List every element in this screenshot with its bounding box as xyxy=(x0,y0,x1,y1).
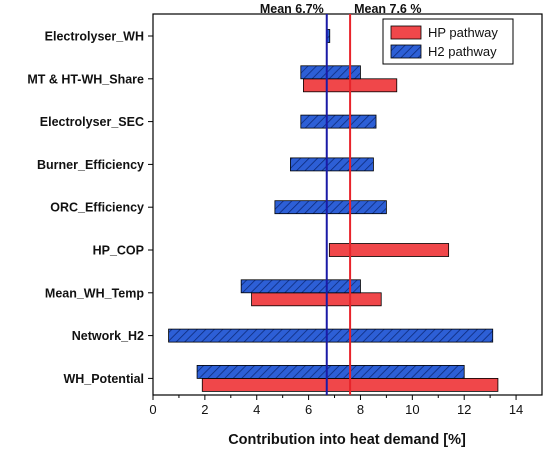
legend-label-hp: HP pathway xyxy=(428,25,498,40)
h2-bar xyxy=(168,328,494,343)
hp-bar xyxy=(251,292,382,307)
legend-swatch-h2 xyxy=(390,44,422,59)
category-label: WH_Potential xyxy=(63,372,144,386)
h2-bar xyxy=(300,114,377,129)
category-tick-group xyxy=(148,35,153,379)
legend-label-h2: H2 pathway xyxy=(428,44,497,59)
legend: HP pathway H2 pathway xyxy=(382,18,514,65)
x-axis-title: Contribution into heat demand [%] xyxy=(228,432,466,448)
x-tick-label: 0 xyxy=(149,402,156,417)
x-tick-label: 4 xyxy=(253,402,260,417)
category-label-group: Electrolyser_WH MT & HT-WH_Share Electroly… xyxy=(27,30,144,386)
hp-bar xyxy=(328,243,450,257)
legend-swatch-hp xyxy=(390,25,422,40)
mean-label: Mean 6.7% xyxy=(260,2,324,16)
plot-frame xyxy=(152,13,543,396)
category-label: ORC_Efficiency xyxy=(50,201,144,215)
h2-bar xyxy=(300,65,361,80)
x-tick-label: 2 xyxy=(201,402,208,417)
h2-bar xyxy=(274,200,387,215)
x-tick-label: 14 xyxy=(509,402,523,417)
mean-label: Mean 7.6 % xyxy=(354,2,421,16)
h2-bar xyxy=(196,364,465,379)
category-label: Mean_WH_Temp xyxy=(45,286,144,300)
h2-bar xyxy=(240,279,361,294)
category-label: Electrolyser_SEC xyxy=(40,115,144,129)
category-label: HP_COP xyxy=(93,244,144,258)
x-tick-label: 6 xyxy=(305,402,312,417)
mean-line-group: Mean 6.7% Mean 7.6 % xyxy=(260,2,421,395)
x-tick-label: 12 xyxy=(457,402,471,417)
category-label: MT & HT-WH_Share xyxy=(27,72,144,86)
category-label: Network_H2 xyxy=(72,329,144,343)
x-tick-label: 10 xyxy=(405,402,419,417)
bar-group xyxy=(168,29,499,392)
category-label: Electrolyser_WH xyxy=(45,30,144,44)
h2-bar xyxy=(290,157,374,172)
category-label: Burner_Efficiency xyxy=(37,158,144,172)
x-tick-label: 8 xyxy=(357,402,364,417)
x-tick-group: 0 2 4 6 8 10 12 14 xyxy=(149,395,523,417)
